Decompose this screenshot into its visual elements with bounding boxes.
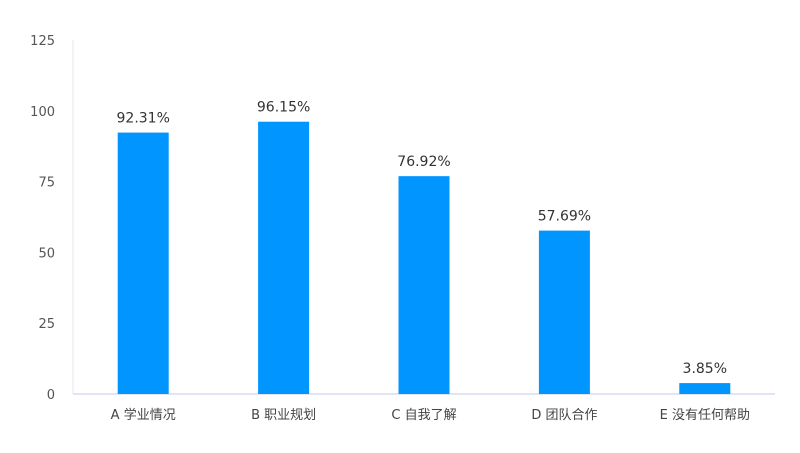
y-tick-label: 75 [38,176,55,191]
y-tick-label: 50 [38,246,55,261]
x-tick-label: C 自我了解 [391,408,456,423]
bar [679,383,731,394]
data-label: 76.92% [397,154,450,170]
x-tick-label: D 团队合作 [531,408,597,423]
bar [538,230,590,394]
y-tick-label: 125 [30,34,55,49]
data-label: 96.15% [257,100,310,116]
bar [258,121,310,395]
y-tick-label: 25 [38,317,55,332]
x-tick-label: A 学业情况 [111,407,176,423]
y-tick-label: 100 [30,105,55,120]
y-tick-label: 0 [47,388,55,403]
data-label: 92.31% [117,111,170,127]
data-label: 57.69% [538,209,591,225]
x-tick-label: B 职业规划 [251,408,316,423]
data-label: 3.85% [683,361,727,377]
bar [398,176,450,394]
x-tick-label: E 没有任何帮助 [660,407,750,423]
bar [117,132,169,395]
